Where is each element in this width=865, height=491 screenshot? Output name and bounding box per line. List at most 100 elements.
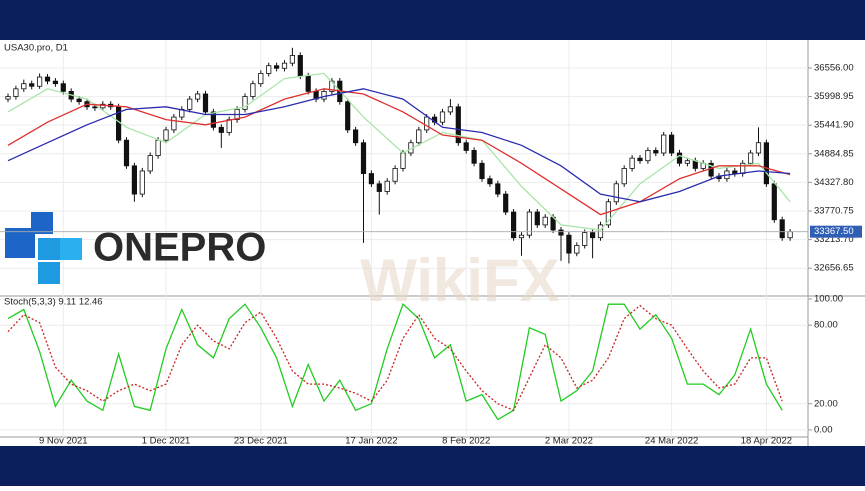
x-tick-label: 2 Mar 2022 [545, 436, 593, 447]
y-tick-label: 80.00 [814, 320, 838, 331]
logo-square [38, 262, 60, 284]
x-tick-label: 23 Dec 2021 [234, 436, 288, 447]
candle-body [21, 83, 27, 90]
candle-body [542, 216, 548, 226]
y-tick-label: 32656.65 [814, 263, 854, 274]
candle-body [471, 150, 477, 164]
candle-body [518, 234, 525, 239]
series-line [7, 72, 791, 231]
plot [5, 47, 793, 421]
candle-body [392, 168, 398, 182]
candle-body [37, 76, 43, 87]
x-tick-label: 18 Apr 2022 [741, 436, 792, 447]
candle-body [44, 76, 51, 82]
candle-body [139, 170, 145, 195]
series-line [7, 304, 783, 412]
candle-body [684, 160, 691, 164]
candle-body [52, 80, 59, 85]
candle-body [329, 80, 335, 92]
last-price-label: 33367.50 [814, 226, 854, 237]
candle-body [676, 152, 683, 164]
candle-body [123, 139, 130, 167]
logo-square [5, 228, 35, 258]
candle-body [400, 152, 406, 169]
candle-body [5, 96, 11, 100]
candle-body [574, 245, 580, 254]
candle-body [645, 150, 651, 162]
candle-body [155, 139, 161, 156]
candle-body [218, 126, 224, 133]
candle-body [487, 178, 493, 185]
watermark: WikiFX [360, 247, 559, 314]
candle-body [171, 116, 177, 131]
y-tick-label: 35998.95 [814, 91, 854, 102]
candle-body [787, 231, 793, 239]
y-tick-label: 34327.80 [814, 177, 854, 188]
logo-square [60, 238, 82, 260]
series-line [7, 88, 791, 203]
chart-title: USA30.pro, D1 [4, 43, 68, 54]
candle-body [779, 219, 785, 239]
candle-body [637, 157, 643, 162]
candle-body [202, 93, 209, 113]
candle-body [479, 162, 485, 180]
logo: ONEPRO [5, 212, 266, 284]
last-price-box [810, 225, 862, 238]
candle-body [763, 142, 770, 185]
candle-body [669, 134, 675, 154]
candle-body [582, 232, 588, 246]
logo-square [38, 238, 60, 260]
logo-text: ONEPRO [93, 226, 266, 270]
candle-body [163, 129, 169, 141]
candle-body [566, 234, 572, 254]
candle-body [447, 106, 454, 113]
candle-body [629, 157, 635, 169]
candle-body [526, 211, 533, 236]
candle-body [29, 83, 35, 87]
candle-body [613, 183, 619, 203]
candle-body [305, 75, 311, 92]
candle-body [266, 65, 272, 74]
candle-body [653, 150, 659, 154]
y-tick-label: 35441.90 [814, 120, 854, 131]
candle-body [376, 183, 382, 192]
candle-body [495, 183, 501, 195]
indicator-title: Stoch(5,3,3) 9.11 12.46 [4, 297, 103, 308]
candle-body [621, 168, 627, 185]
logo-square [31, 212, 53, 234]
series-line [7, 88, 791, 216]
candle-body [384, 180, 390, 192]
y-tick-label: 33213.70 [814, 234, 854, 245]
candle-body [131, 165, 137, 195]
candle-body [345, 101, 351, 131]
y-tick-label: 0.00 [814, 424, 833, 435]
bottom-bar [0, 446, 865, 486]
candle-body [210, 111, 216, 128]
candle-body [732, 170, 738, 174]
candle-body [281, 62, 288, 69]
candle-body [92, 106, 98, 109]
x-tick-label: 8 Feb 2022 [442, 436, 490, 447]
candle-body [661, 134, 667, 154]
y-tick-label: 100.00 [814, 294, 843, 305]
candle-body [360, 142, 367, 174]
candle-body [76, 98, 82, 103]
candle-body [416, 129, 422, 144]
candle-body [510, 211, 517, 239]
candle-body [147, 155, 153, 172]
candle-body [748, 152, 754, 164]
candle-body [352, 129, 359, 144]
candle-body [558, 229, 564, 236]
candle-body [194, 93, 201, 100]
candle-body [297, 55, 303, 77]
x-tick-label: 17 Jan 2022 [345, 436, 397, 447]
y-tick-label: 33770.75 [814, 206, 854, 217]
candle-body [455, 106, 461, 144]
candle-body [439, 111, 446, 123]
candle-body [187, 98, 193, 110]
candle-body [289, 55, 296, 64]
candle-body [771, 183, 777, 221]
candle-body [424, 116, 430, 131]
candle-body [590, 232, 596, 239]
